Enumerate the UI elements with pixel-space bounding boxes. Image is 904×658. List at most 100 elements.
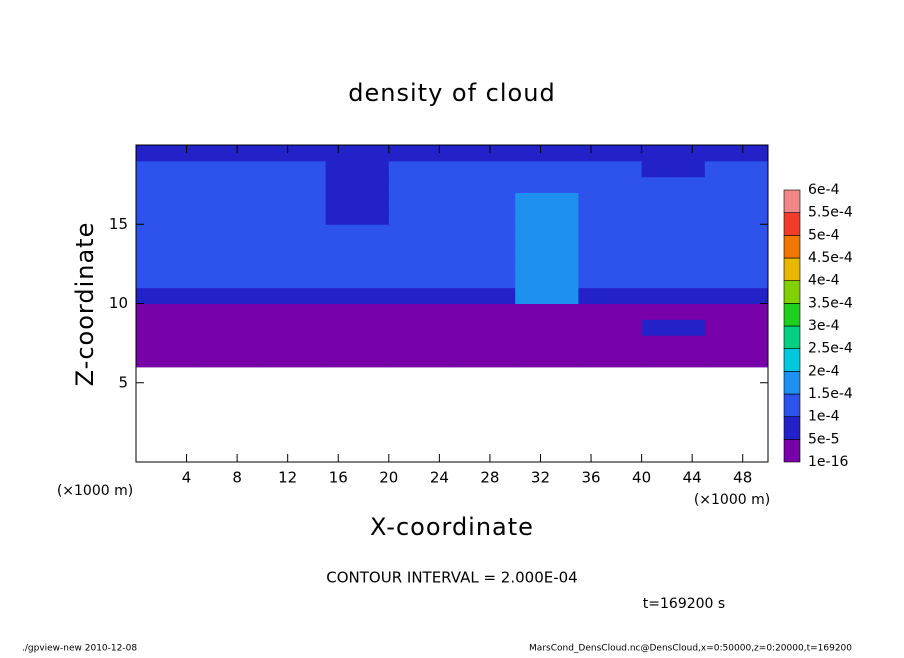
field-cell [578, 176, 643, 194]
field-cell [388, 319, 453, 336]
field-cell [136, 208, 200, 225]
colorbar-label: 2e-4 [808, 363, 840, 379]
field-cell [262, 255, 327, 273]
x-tick-label: 44 [683, 469, 702, 487]
field-cell [704, 319, 769, 336]
y-tick-label: 10 [109, 294, 128, 312]
colorbar-label: 3.5e-4 [808, 295, 853, 311]
field-cell [388, 176, 453, 194]
field-cell [578, 192, 643, 209]
field-cell [136, 287, 200, 304]
field-cell [704, 224, 769, 241]
field-cell [515, 271, 579, 289]
field-cell [388, 255, 453, 273]
field-cell [262, 176, 327, 194]
field-cell [136, 192, 200, 209]
field-cell [452, 176, 516, 194]
field-cell [452, 240, 516, 257]
colorbar-segment [783, 303, 801, 327]
field-cell [515, 176, 579, 194]
field-cell [262, 224, 327, 241]
field-cell [199, 192, 263, 209]
field-cell [136, 335, 200, 352]
field-cell [704, 240, 769, 257]
x-tick-label: 40 [632, 469, 651, 487]
field-cell [641, 160, 706, 178]
field-cell [325, 335, 390, 352]
field-cell [199, 240, 263, 257]
field-cell [136, 145, 200, 162]
field-cell [641, 303, 706, 320]
colorbar-label: 5.5e-4 [808, 205, 853, 221]
field-cell [515, 160, 579, 178]
field-cell [325, 240, 390, 257]
field-cell [578, 287, 643, 304]
colorbar-segment [783, 235, 801, 259]
field-cell [704, 255, 769, 273]
field-cell [262, 303, 327, 320]
field-cell [452, 224, 516, 241]
colorbar-segment [783, 439, 801, 463]
field-cell [641, 287, 706, 304]
field-cell [262, 319, 327, 336]
field-cell [515, 351, 579, 368]
field-cell [262, 240, 327, 257]
field-cell [515, 303, 579, 320]
field-cell [452, 351, 516, 368]
colorbar-label: 5e-5 [808, 431, 839, 447]
field-cell [199, 176, 263, 194]
field-cell [262, 287, 327, 304]
field-cell [136, 255, 200, 273]
time-label: t=169200 s [643, 596, 725, 612]
field-cell [325, 176, 390, 194]
field-cell [388, 224, 453, 241]
field-cell [641, 224, 706, 241]
y-tick-label: 5 [118, 373, 128, 391]
field-cell [199, 224, 263, 241]
field-cell [325, 303, 390, 320]
field-cell [641, 208, 706, 225]
field-cell [199, 145, 263, 162]
field-cell [136, 176, 200, 194]
field-cell [641, 335, 706, 352]
colorbar-label: 4e-4 [808, 273, 840, 289]
colorbar-label: 3e-4 [808, 318, 840, 334]
colorbar-segment [783, 416, 801, 440]
field-cell [325, 351, 390, 368]
annotation: CONTOUR INTERVAL = 2.000E-04 [326, 569, 577, 587]
field-cell [452, 255, 516, 273]
y-unit: (×1000 m) [57, 483, 133, 499]
field-cell [641, 240, 706, 257]
field-cell [515, 145, 579, 162]
field-cell [452, 287, 516, 304]
field-cell [578, 208, 643, 225]
field-cell [388, 351, 453, 368]
field-cell [325, 271, 390, 289]
field-cell [578, 319, 643, 336]
field-cell [325, 224, 390, 241]
field-cell [704, 176, 769, 194]
x-tick-label: 20 [379, 469, 398, 487]
field-cell [704, 287, 769, 304]
field-cell [136, 271, 200, 289]
field-cell [515, 335, 579, 352]
field-cell [641, 145, 706, 162]
field-cell [388, 287, 453, 304]
colorbar-label: 1.5e-4 [808, 386, 853, 402]
field-cell [388, 335, 453, 352]
field-cell [325, 192, 390, 209]
field-cell [578, 255, 643, 273]
field-cell [262, 271, 327, 289]
field-cell [641, 351, 706, 368]
field-cell [199, 160, 263, 178]
field-cell [136, 224, 200, 241]
field-cell [452, 271, 516, 289]
x-tick-label: 8 [232, 469, 242, 487]
field-cell [641, 255, 706, 273]
field-cell [136, 240, 200, 257]
field-cell [199, 271, 263, 289]
field-cell [199, 303, 263, 320]
field-cell [515, 319, 579, 336]
field-cell [578, 303, 643, 320]
